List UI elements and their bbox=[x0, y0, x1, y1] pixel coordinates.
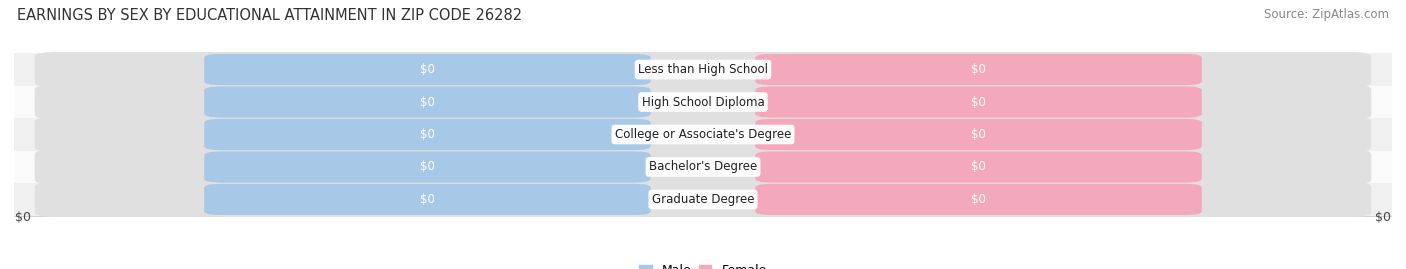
Text: $0: $0 bbox=[972, 161, 986, 174]
FancyBboxPatch shape bbox=[755, 119, 1202, 150]
Bar bbox=[14, 151, 1392, 183]
FancyBboxPatch shape bbox=[35, 182, 1371, 217]
FancyBboxPatch shape bbox=[35, 117, 1371, 152]
Text: $0: $0 bbox=[420, 161, 434, 174]
Text: $0: $0 bbox=[420, 193, 434, 206]
FancyBboxPatch shape bbox=[204, 151, 651, 183]
FancyBboxPatch shape bbox=[755, 151, 1202, 183]
Text: $0: $0 bbox=[972, 128, 986, 141]
Text: $0: $0 bbox=[15, 211, 31, 224]
Text: $0: $0 bbox=[420, 63, 434, 76]
Bar bbox=[14, 118, 1392, 151]
FancyBboxPatch shape bbox=[204, 184, 651, 215]
Text: Graduate Degree: Graduate Degree bbox=[652, 193, 754, 206]
FancyBboxPatch shape bbox=[755, 184, 1202, 215]
Text: Less than High School: Less than High School bbox=[638, 63, 768, 76]
Legend: Male, Female: Male, Female bbox=[637, 262, 769, 269]
Text: Bachelor's Degree: Bachelor's Degree bbox=[650, 161, 756, 174]
Text: High School Diploma: High School Diploma bbox=[641, 95, 765, 108]
Bar bbox=[14, 86, 1392, 118]
Bar bbox=[14, 53, 1392, 86]
Text: College or Associate's Degree: College or Associate's Degree bbox=[614, 128, 792, 141]
Text: $0: $0 bbox=[420, 128, 434, 141]
Text: $0: $0 bbox=[972, 95, 986, 108]
FancyBboxPatch shape bbox=[35, 52, 1371, 87]
Text: $0: $0 bbox=[972, 63, 986, 76]
FancyBboxPatch shape bbox=[204, 54, 651, 85]
FancyBboxPatch shape bbox=[35, 84, 1371, 119]
Bar bbox=[14, 183, 1392, 216]
FancyBboxPatch shape bbox=[755, 86, 1202, 118]
Text: EARNINGS BY SEX BY EDUCATIONAL ATTAINMENT IN ZIP CODE 26282: EARNINGS BY SEX BY EDUCATIONAL ATTAINMEN… bbox=[17, 8, 522, 23]
Text: Source: ZipAtlas.com: Source: ZipAtlas.com bbox=[1264, 8, 1389, 21]
FancyBboxPatch shape bbox=[35, 150, 1371, 185]
FancyBboxPatch shape bbox=[755, 54, 1202, 85]
FancyBboxPatch shape bbox=[204, 119, 651, 150]
Text: $0: $0 bbox=[1375, 211, 1391, 224]
Text: $0: $0 bbox=[420, 95, 434, 108]
Text: $0: $0 bbox=[972, 193, 986, 206]
FancyBboxPatch shape bbox=[204, 86, 651, 118]
